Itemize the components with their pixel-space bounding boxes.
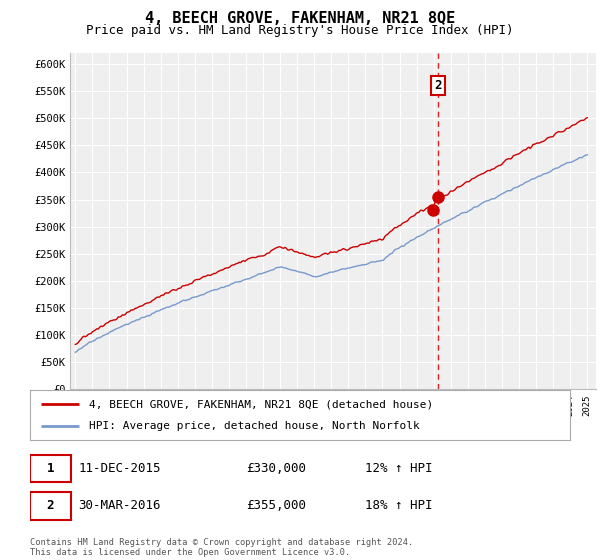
FancyBboxPatch shape (30, 492, 71, 520)
Text: 4, BEECH GROVE, FAKENHAM, NR21 8QE (detached house): 4, BEECH GROVE, FAKENHAM, NR21 8QE (deta… (89, 399, 434, 409)
Text: 11-DEC-2015: 11-DEC-2015 (79, 462, 161, 475)
Text: 2: 2 (47, 500, 54, 512)
Text: 12% ↑ HPI: 12% ↑ HPI (365, 462, 432, 475)
Text: 1: 1 (47, 462, 54, 475)
Text: HPI: Average price, detached house, North Norfolk: HPI: Average price, detached house, Nort… (89, 421, 420, 431)
Text: Price paid vs. HM Land Registry's House Price Index (HPI): Price paid vs. HM Land Registry's House … (86, 24, 514, 36)
Text: 2: 2 (434, 79, 442, 92)
Text: 18% ↑ HPI: 18% ↑ HPI (365, 500, 432, 512)
Text: 30-MAR-2016: 30-MAR-2016 (79, 500, 161, 512)
Text: £355,000: £355,000 (246, 500, 306, 512)
FancyBboxPatch shape (30, 455, 71, 482)
Text: 4, BEECH GROVE, FAKENHAM, NR21 8QE: 4, BEECH GROVE, FAKENHAM, NR21 8QE (145, 11, 455, 26)
Text: £330,000: £330,000 (246, 462, 306, 475)
Text: Contains HM Land Registry data © Crown copyright and database right 2024.
This d: Contains HM Land Registry data © Crown c… (30, 538, 413, 557)
